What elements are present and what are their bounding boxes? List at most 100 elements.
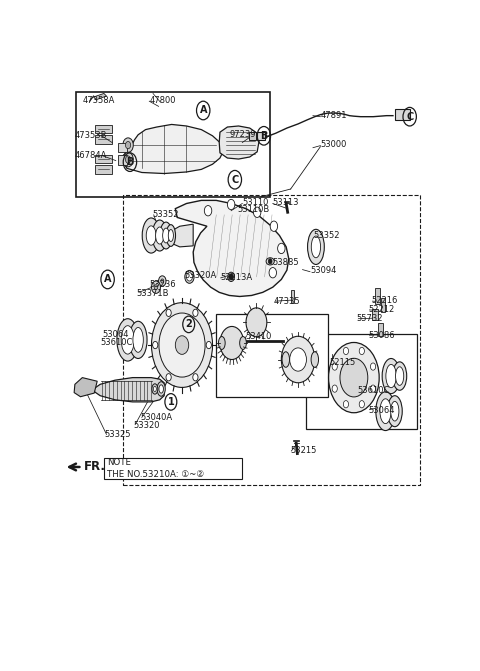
- Circle shape: [268, 259, 272, 264]
- Ellipse shape: [159, 385, 163, 393]
- Text: 53410: 53410: [245, 332, 272, 342]
- Bar: [96, 136, 112, 144]
- Polygon shape: [168, 224, 193, 247]
- Text: 55732: 55732: [357, 313, 384, 323]
- Bar: [96, 125, 112, 134]
- Circle shape: [228, 199, 235, 209]
- Ellipse shape: [391, 401, 399, 421]
- Ellipse shape: [185, 270, 194, 283]
- Ellipse shape: [156, 227, 164, 244]
- Text: FR.: FR.: [84, 460, 106, 474]
- Text: 52213A: 52213A: [220, 273, 252, 282]
- Ellipse shape: [117, 319, 139, 361]
- Text: 53064: 53064: [369, 406, 395, 415]
- Circle shape: [152, 303, 213, 387]
- Text: 52115: 52115: [330, 358, 356, 367]
- Ellipse shape: [218, 337, 225, 350]
- Ellipse shape: [166, 225, 176, 246]
- Ellipse shape: [311, 352, 319, 367]
- Bar: [257, 132, 265, 140]
- Ellipse shape: [160, 222, 172, 249]
- Text: 53113: 53113: [272, 198, 299, 207]
- Text: 53040A: 53040A: [140, 413, 172, 422]
- Circle shape: [277, 244, 285, 254]
- Text: 47358A: 47358A: [83, 96, 115, 105]
- Bar: [104, 458, 241, 479]
- Ellipse shape: [393, 362, 407, 391]
- Ellipse shape: [154, 386, 156, 392]
- Circle shape: [166, 374, 171, 381]
- Polygon shape: [123, 124, 224, 174]
- Ellipse shape: [168, 229, 173, 242]
- Circle shape: [159, 313, 205, 377]
- Ellipse shape: [133, 327, 144, 352]
- Circle shape: [229, 274, 233, 280]
- Ellipse shape: [380, 399, 391, 423]
- Circle shape: [125, 156, 131, 163]
- Text: 53086: 53086: [369, 331, 396, 340]
- Text: 53000: 53000: [321, 140, 347, 149]
- Text: 2: 2: [185, 319, 192, 329]
- Ellipse shape: [142, 218, 160, 253]
- Bar: [395, 109, 410, 120]
- Text: 53325: 53325: [104, 430, 131, 439]
- Circle shape: [329, 342, 379, 413]
- Ellipse shape: [312, 236, 321, 258]
- Text: 53352: 53352: [313, 231, 339, 240]
- Ellipse shape: [382, 358, 400, 394]
- Circle shape: [220, 327, 244, 360]
- Bar: [249, 132, 256, 140]
- Text: 97239: 97239: [229, 130, 256, 140]
- Text: 53320: 53320: [133, 421, 160, 430]
- Bar: [375, 289, 380, 304]
- Ellipse shape: [157, 382, 165, 396]
- Text: THE NO.53210A: ①~②: THE NO.53210A: ①~②: [107, 470, 204, 478]
- Bar: [96, 165, 112, 174]
- Circle shape: [158, 276, 166, 286]
- Circle shape: [332, 385, 337, 393]
- Text: 53352: 53352: [152, 210, 179, 219]
- Circle shape: [186, 272, 192, 281]
- Ellipse shape: [152, 384, 158, 394]
- Text: 52216: 52216: [372, 296, 398, 305]
- Ellipse shape: [266, 258, 274, 265]
- Text: 53885: 53885: [273, 258, 300, 267]
- Text: 53110B: 53110B: [238, 205, 270, 214]
- Circle shape: [371, 363, 376, 370]
- Circle shape: [154, 285, 158, 290]
- Text: 53610C: 53610C: [100, 338, 132, 348]
- Text: 46784A: 46784A: [74, 151, 107, 160]
- Circle shape: [359, 348, 364, 354]
- Text: C: C: [231, 174, 239, 185]
- Circle shape: [166, 309, 171, 317]
- Circle shape: [359, 401, 364, 408]
- Polygon shape: [94, 93, 107, 99]
- Circle shape: [290, 348, 306, 371]
- Text: 1: 1: [168, 397, 174, 407]
- Text: 53215: 53215: [290, 446, 316, 456]
- Text: B: B: [260, 131, 267, 141]
- Ellipse shape: [376, 392, 395, 431]
- Circle shape: [123, 138, 133, 152]
- Text: 52212: 52212: [369, 305, 395, 315]
- Bar: [96, 155, 112, 163]
- Ellipse shape: [163, 228, 169, 243]
- Circle shape: [253, 207, 261, 217]
- Circle shape: [343, 348, 348, 354]
- Circle shape: [175, 336, 189, 354]
- Ellipse shape: [146, 226, 156, 245]
- Circle shape: [371, 385, 376, 393]
- Ellipse shape: [240, 337, 246, 350]
- Polygon shape: [219, 126, 259, 159]
- Text: A: A: [200, 105, 207, 115]
- Ellipse shape: [387, 396, 402, 427]
- Bar: [76, 92, 270, 197]
- Circle shape: [153, 342, 158, 349]
- Ellipse shape: [386, 364, 396, 388]
- Ellipse shape: [396, 367, 404, 385]
- Text: 53110: 53110: [242, 198, 269, 207]
- Text: 47891: 47891: [321, 111, 347, 120]
- Circle shape: [152, 281, 160, 293]
- Circle shape: [332, 363, 337, 370]
- Circle shape: [270, 221, 277, 231]
